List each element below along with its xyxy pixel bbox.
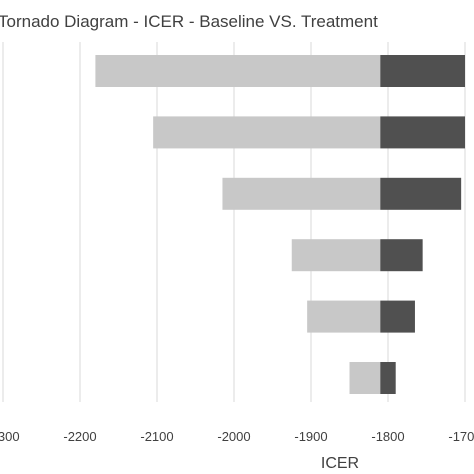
x-tick-labels: -2300-2200-2100-2000-1900-1800-1700-1600 <box>0 429 474 444</box>
x-tick-label: -2100 <box>140 429 173 444</box>
bar-low-segment <box>291 239 381 272</box>
bar-low-segment <box>222 177 381 210</box>
bar-high-segment <box>380 300 415 333</box>
x-tick-label: -2000 <box>217 429 250 444</box>
bars <box>95 55 465 394</box>
bar-high-segment <box>380 116 465 149</box>
x-tick-label: -2200 <box>63 429 96 444</box>
x-tick-label: -2300 <box>0 429 20 444</box>
bar-low-segment <box>153 116 381 149</box>
chart-title: Tornado Diagram - ICER - Baseline VS. Tr… <box>0 12 378 31</box>
bar-high-segment <box>380 239 423 272</box>
x-axis-title: ICER <box>321 455 359 472</box>
bar-high-segment <box>380 177 462 210</box>
bar-low-segment <box>307 300 381 333</box>
bar-high-segment <box>380 362 396 394</box>
x-tick-label: -1700 <box>448 429 474 444</box>
bar-low-segment <box>95 55 381 87</box>
bar-high-segment <box>380 55 465 87</box>
x-tick-label: -1800 <box>371 429 404 444</box>
bar-low-segment <box>349 362 381 394</box>
gridlines <box>2 42 466 402</box>
x-tick-label: -1900 <box>294 429 327 444</box>
